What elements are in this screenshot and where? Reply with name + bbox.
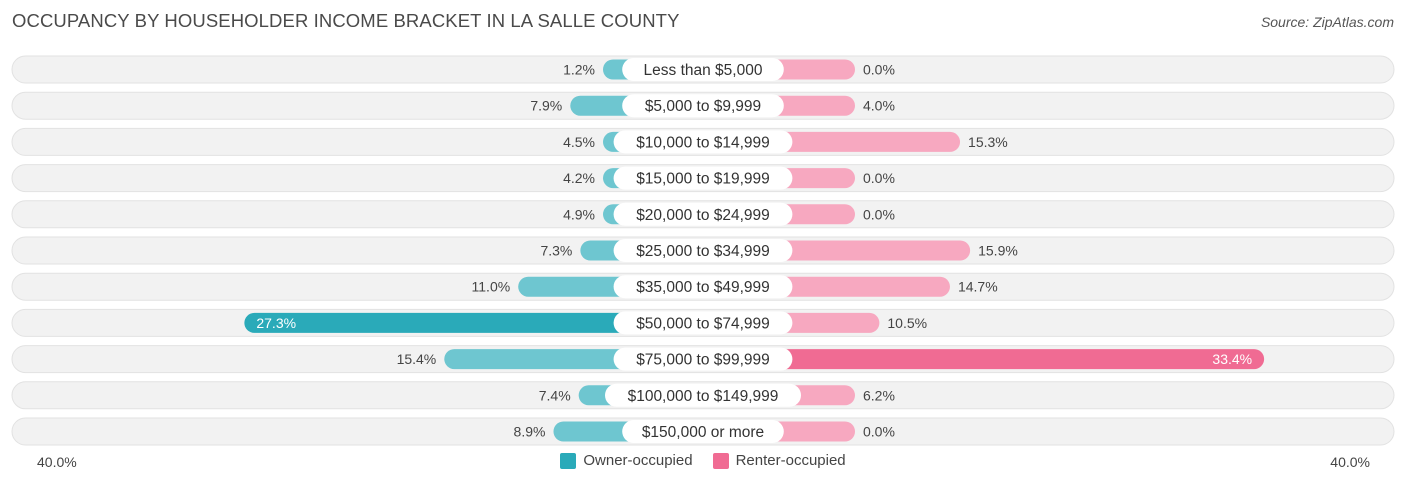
category-label: $10,000 to $14,999	[636, 134, 770, 151]
category-label: $20,000 to $24,999	[636, 207, 770, 224]
owner-value-label: 1.2%	[563, 62, 595, 78]
renter-value-label: 15.3%	[968, 134, 1008, 150]
category-label: $15,000 to $19,999	[636, 171, 770, 188]
category-label-background	[622, 58, 784, 81]
owner-value-label: 7.3%	[540, 243, 572, 259]
owner-value-label: 4.2%	[563, 170, 595, 186]
renter-value-label: 6.2%	[863, 387, 895, 403]
category-label: Less than $5,000	[644, 62, 763, 79]
renter-value-label: 4.0%	[863, 98, 895, 114]
category-label: $50,000 to $74,999	[636, 315, 770, 332]
legend-swatch-renter	[712, 452, 729, 469]
renter-value-label: 10.5%	[887, 315, 927, 331]
owner-value-label: 11.0%	[472, 279, 511, 295]
renter-value-label: 0.0%	[863, 170, 895, 186]
category-label: $100,000 to $149,999	[628, 388, 779, 405]
owner-value-label: 4.9%	[563, 206, 595, 222]
owner-value-label: 4.5%	[563, 134, 595, 150]
renter-bar	[703, 349, 1265, 370]
legend-label-owner: Owner-occupied	[583, 452, 693, 469]
category-label: $25,000 to $34,999	[636, 243, 770, 260]
owner-value-label: 8.9%	[514, 424, 546, 440]
owner-value-label: 7.9%	[530, 98, 562, 114]
category-label-background	[613, 239, 793, 262]
axis-left-label: 40.0%	[37, 454, 77, 470]
owner-value-label: 7.4%	[539, 387, 571, 403]
owner-value-label: 27.3%	[256, 315, 296, 331]
renter-value-label: 0.0%	[863, 62, 895, 78]
legend-item-renter: Renter-occupied	[712, 452, 846, 469]
category-label-background	[613, 275, 793, 299]
category-label-background	[613, 166, 793, 190]
category-label: $35,000 to $49,999	[636, 279, 770, 296]
owner-value-label: 15.4%	[397, 351, 437, 367]
chart-title: OCCUPANCY BY HOUSEHOLDER INCOME BRACKET …	[12, 10, 680, 31]
renter-value-label: 33.4%	[1212, 351, 1252, 367]
category-label-background	[613, 347, 793, 371]
axis-right-label: 40.0%	[1330, 454, 1370, 470]
legend-label-renter: Renter-occupied	[735, 452, 846, 469]
category-label-background	[622, 420, 784, 443]
legend: Owner-occupied Renter-occupied	[0, 452, 1406, 469]
legend-swatch-owner	[560, 452, 577, 469]
renter-value-label: 15.9%	[978, 243, 1018, 259]
renter-value-label: 0.0%	[863, 206, 895, 222]
renter-value-label: 14.7%	[958, 279, 998, 295]
category-label: $5,000 to $9,999	[645, 98, 761, 115]
category-label: $150,000 or more	[642, 424, 764, 441]
category-label: $75,000 to $99,999	[636, 352, 770, 369]
renter-value-label: 0.0%	[863, 424, 895, 440]
owner-bar	[244, 312, 704, 333]
legend-item-owner: Owner-occupied	[560, 452, 693, 469]
category-label-background	[613, 130, 793, 154]
source-label: Source: ZipAtlas.com	[1260, 14, 1394, 30]
category-label-background	[605, 383, 801, 407]
category-label-background	[622, 94, 784, 118]
category-label-background	[613, 311, 793, 335]
category-label-background	[613, 202, 793, 226]
